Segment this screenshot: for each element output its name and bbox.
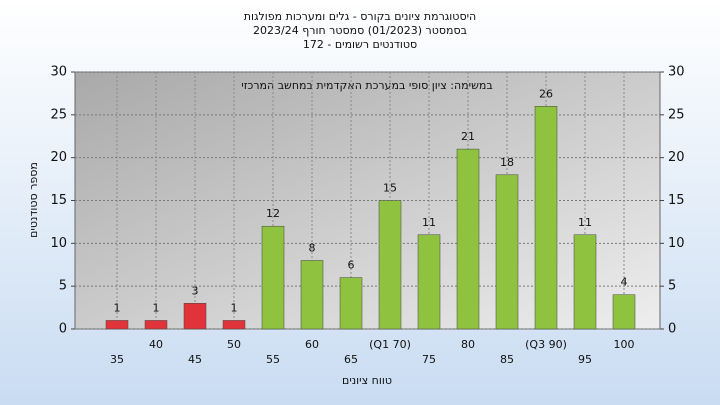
bar (261, 225, 285, 330)
x-tick-label: 80 (461, 338, 475, 351)
x-tick-label: 50 (227, 338, 241, 351)
data-label: 11 (422, 216, 436, 229)
bar (183, 303, 207, 330)
bar (456, 148, 480, 330)
data-label: 12 (266, 207, 280, 220)
x-tick-label: 40 (149, 338, 163, 351)
y-tick-label: 25 (50, 107, 67, 122)
x-tick-label: 100 (614, 338, 635, 351)
data-label: 4 (621, 276, 628, 289)
y2-tick-label: 15 (668, 193, 685, 208)
data-label: 26 (539, 87, 553, 100)
x-tick-label: (Q1 70) (369, 338, 411, 351)
x-tick-label: 75 (422, 353, 436, 366)
x-tick-label: 60 (305, 338, 319, 351)
x-tick-label: 95 (578, 353, 592, 366)
x-tick-label: (Q3 90) (525, 338, 567, 351)
data-label: 11 (578, 216, 592, 229)
bar (339, 277, 363, 330)
data-label: 18 (500, 156, 514, 169)
bar (105, 320, 129, 330)
y-tick-label: 5 (59, 279, 67, 294)
subtitle: בסמסטר (01/2023) סמסטר חורף 2023/24 (253, 24, 467, 37)
bar (144, 320, 168, 330)
annotation: במשימה: ציון סופי במערכת האקדמית במחשב ה… (241, 79, 492, 92)
y-tick-label: 30 (50, 65, 67, 80)
bar (612, 294, 636, 330)
y2-tick-label: 20 (668, 150, 685, 165)
y2-tick-label: 5 (668, 279, 676, 294)
bar (495, 174, 519, 330)
y2-tick-label: 0 (668, 322, 676, 337)
bar (378, 200, 402, 330)
y-tick-label: 10 (50, 236, 67, 251)
data-label: 15 (383, 182, 397, 195)
data-label: 1 (153, 301, 160, 314)
data-label: 1 (231, 301, 238, 314)
y2-tick-label: 30 (668, 65, 685, 80)
y-tick-label: 15 (50, 193, 67, 208)
data-label: 6 (348, 259, 355, 272)
x-tick-label: 85 (500, 353, 514, 366)
y2-tick-label: 25 (668, 107, 685, 122)
chart-title: היסטוגרמת ציונים בקורס - גלים ומערכות מפ… (244, 10, 476, 23)
x-axis-label: טווח ציונים (342, 374, 392, 387)
y-axis-label: מספר סטודנטים (27, 162, 40, 238)
subtitle: סטודנטים רשומים - 172 (303, 38, 417, 51)
data-label: 21 (461, 130, 475, 143)
x-tick-label: 55 (266, 353, 280, 366)
bar (417, 234, 441, 330)
y2-tick-label: 10 (668, 236, 685, 251)
bar (222, 320, 246, 330)
data-label: 3 (192, 284, 199, 297)
bar (300, 260, 324, 330)
y-tick-label: 20 (50, 150, 67, 165)
x-tick-label: 45 (188, 353, 202, 366)
data-label: 1 (114, 301, 121, 314)
x-tick-label: 65 (344, 353, 358, 366)
bar (573, 234, 597, 330)
y-tick-label: 0 (59, 322, 67, 337)
x-tick-label: 35 (110, 353, 124, 366)
bar (534, 106, 558, 330)
data-label: 8 (309, 241, 316, 254)
